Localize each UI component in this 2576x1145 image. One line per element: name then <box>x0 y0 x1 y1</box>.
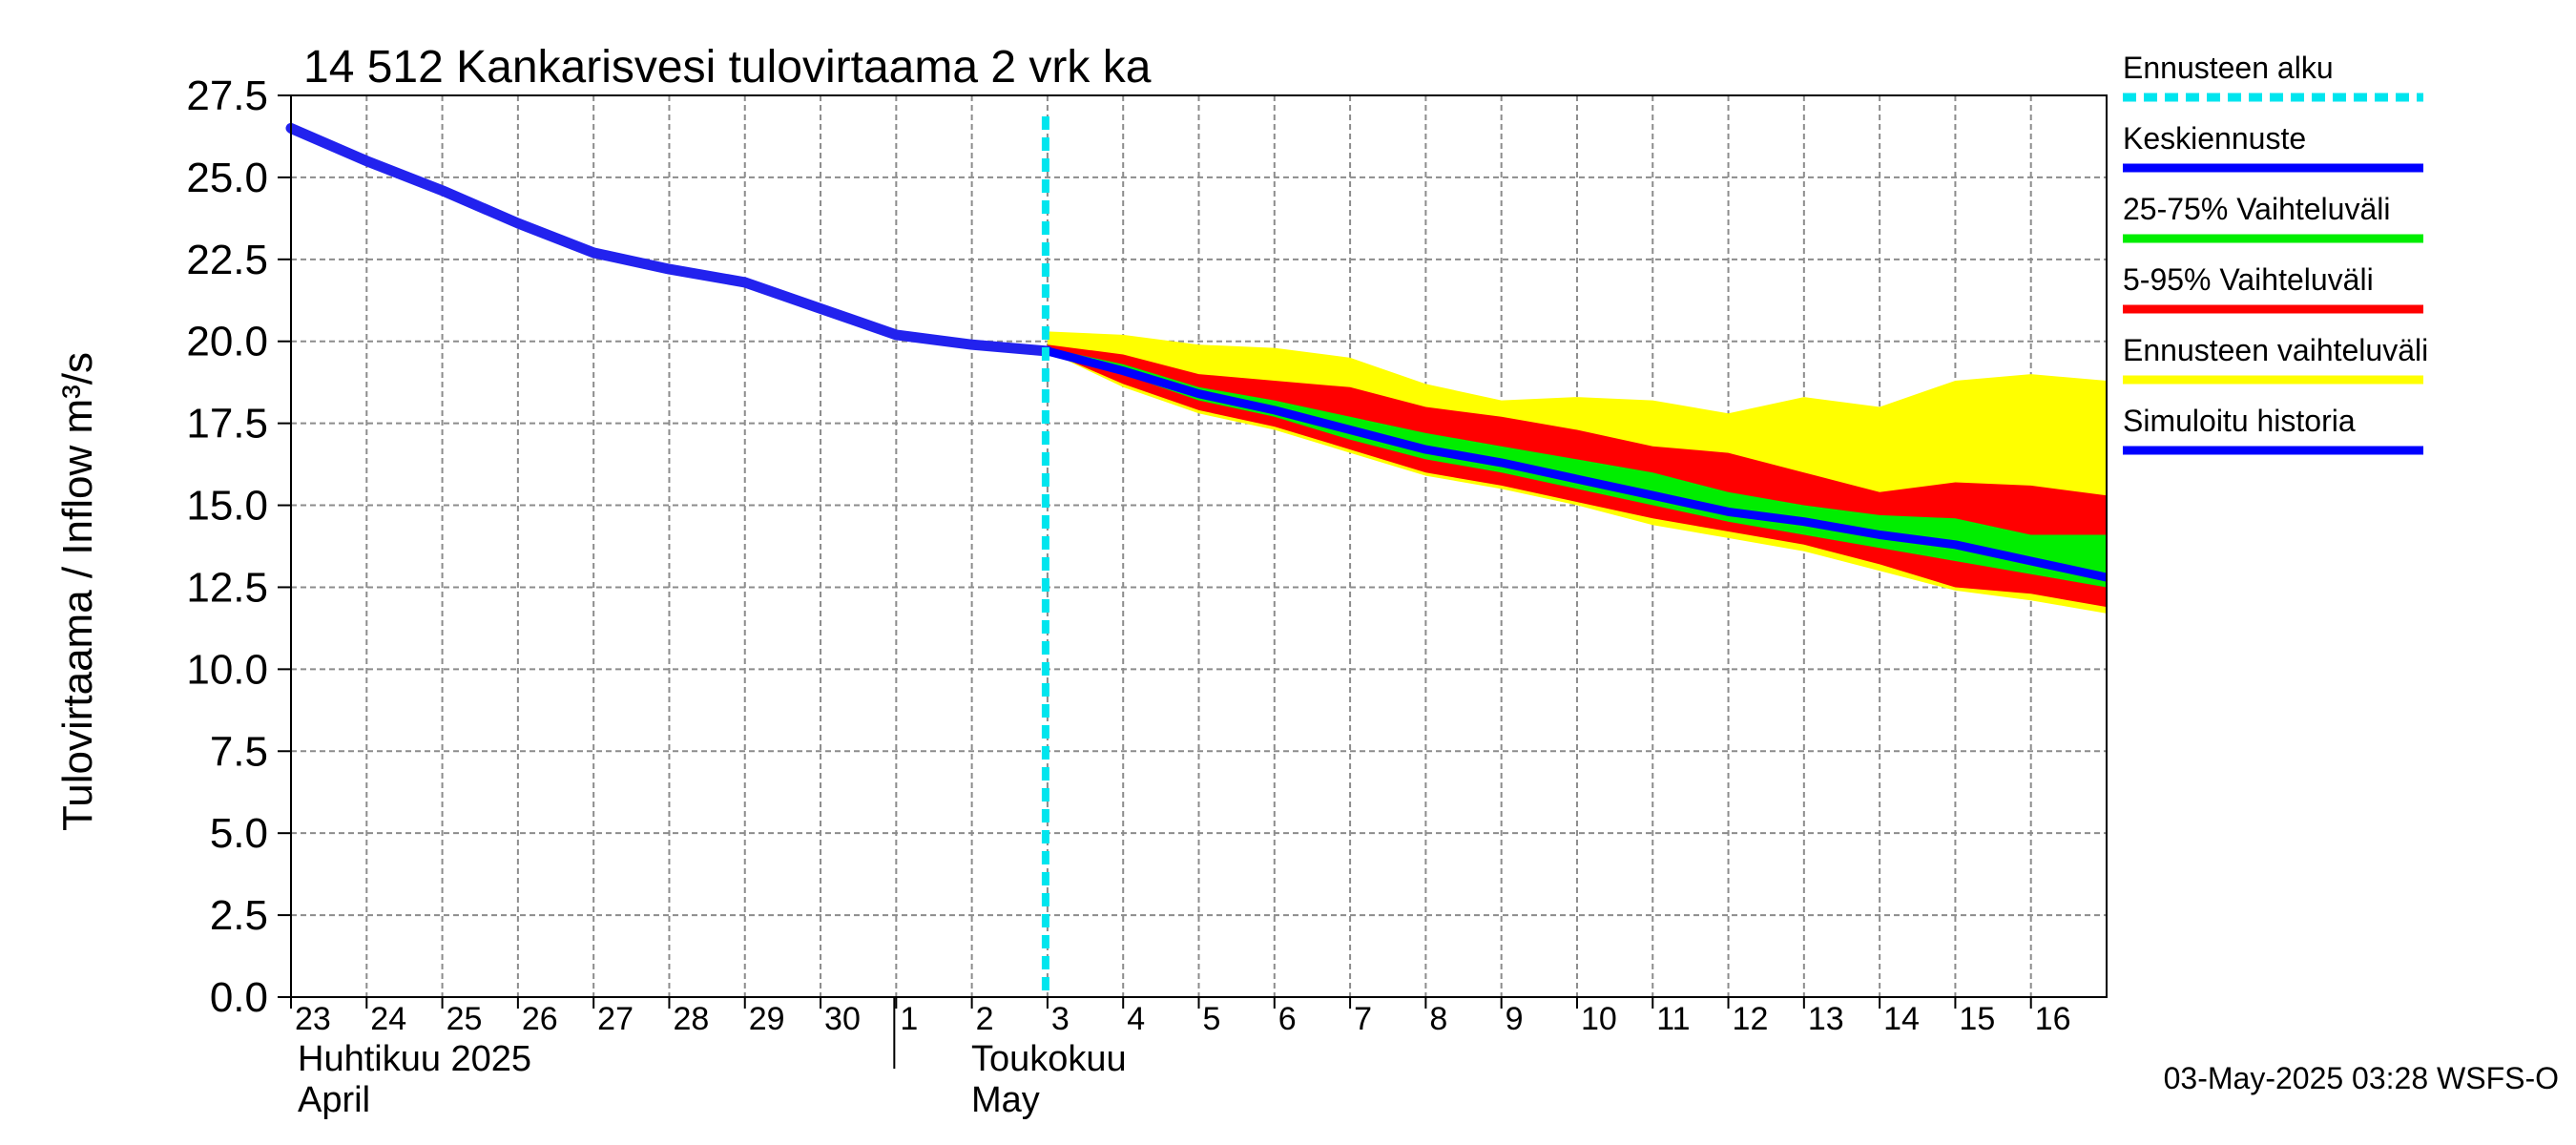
y-tick-label: 10.0 <box>186 646 268 693</box>
x-ticks: 23 24 25 26 27 28 29 30 1 2 3 4 5 6 7 8 9 10 11 12 13 14 15 16 <box>290 997 2071 1069</box>
x-tick-label: 15 <box>1959 1001 1995 1037</box>
x-tick-label: 23 <box>295 1001 331 1037</box>
x-tick-label: 30 <box>824 1001 861 1037</box>
x-tick-label: 25 <box>447 1001 483 1037</box>
legend-label: Ennusteen alku <box>2123 51 2334 85</box>
y-tick-label: 27.5 <box>186 73 268 119</box>
y-ticks: 0.0 2.5 5.0 7.5 10.0 12.5 15.0 17.5 20.0 22.5 25.0… <box>186 73 291 1021</box>
y-tick-label: 20.0 <box>186 319 268 365</box>
x-tick-label: 7 <box>1354 1001 1372 1037</box>
x-tick-label: 28 <box>673 1001 709 1037</box>
month-label-april-fi: Huhtikuu 2025 <box>298 1039 531 1079</box>
legend: Ennusteen alku Keskiennuste 25-75% Vaihtel… <box>2123 51 2428 455</box>
x-tick-label: 12 <box>1733 1001 1769 1037</box>
y-axis-label: Tulovirtaama / Inflow m³/s <box>54 352 101 831</box>
y-tick-label: 17.5 <box>186 401 268 448</box>
legend-label: Simuloitu historia <box>2123 404 2356 438</box>
x-tick-label: 6 <box>1278 1001 1297 1037</box>
legend-label: 5-95% Vaihteluväli <box>2123 262 2374 297</box>
x-tick-label: 24 <box>370 1001 406 1037</box>
median-forecast-line <box>1046 346 2108 582</box>
x-tick-label: 14 <box>1883 1001 1920 1037</box>
x-tick-label: 10 <box>1581 1001 1617 1037</box>
y-tick-label: 22.5 <box>186 237 268 283</box>
x-tick-label: 29 <box>749 1001 785 1037</box>
y-tick-label: 25.0 <box>186 155 268 201</box>
y-tick-label: 2.5 <box>210 892 268 939</box>
month-label-may-en: May <box>971 1080 1040 1120</box>
y-tick-label: 15.0 <box>186 483 268 530</box>
month-label-april-en: April <box>298 1080 370 1120</box>
x-tick-label: 4 <box>1127 1001 1145 1037</box>
x-tick-label: 11 <box>1656 1001 1690 1037</box>
x-tick-label: 8 <box>1429 1001 1447 1037</box>
legend-label: Keskiennuste <box>2123 121 2306 156</box>
month-label-may-fi: Toukokuu <box>971 1039 1127 1079</box>
y-tick-label: 0.0 <box>210 974 268 1021</box>
y-tick-label: 12.5 <box>186 564 268 611</box>
legend-label: Ennusteen vaihteluväli <box>2123 333 2428 367</box>
y-tick-label: 7.5 <box>210 728 268 775</box>
series-lines <box>285 116 2108 997</box>
x-tick-label: 1 <box>900 1001 918 1037</box>
y-tick-label: 5.0 <box>210 810 268 857</box>
x-tick-label: 2 <box>976 1001 994 1037</box>
chart-title: 14 512 Kankarisvesi tulovirtaama 2 vrk k… <box>303 42 1152 93</box>
x-tick-label: 9 <box>1506 1001 1524 1037</box>
x-tick-label: 13 <box>1808 1001 1844 1037</box>
x-tick-label: 3 <box>1051 1001 1070 1037</box>
footer-timestamp: 03-May-2025 03:28 WSFS-O <box>2164 1061 2559 1095</box>
x-tick-label: 16 <box>2035 1001 2071 1037</box>
month-labels: Huhtikuu 2025 April Toukokuu May <box>298 1039 1127 1120</box>
x-tick-label: 26 <box>522 1001 558 1037</box>
x-tick-label: 27 <box>597 1001 634 1037</box>
legend-label: 25-75% Vaihteluväli <box>2123 192 2390 226</box>
simulated-history-line <box>285 122 1053 357</box>
x-tick-label: 5 <box>1203 1001 1221 1037</box>
